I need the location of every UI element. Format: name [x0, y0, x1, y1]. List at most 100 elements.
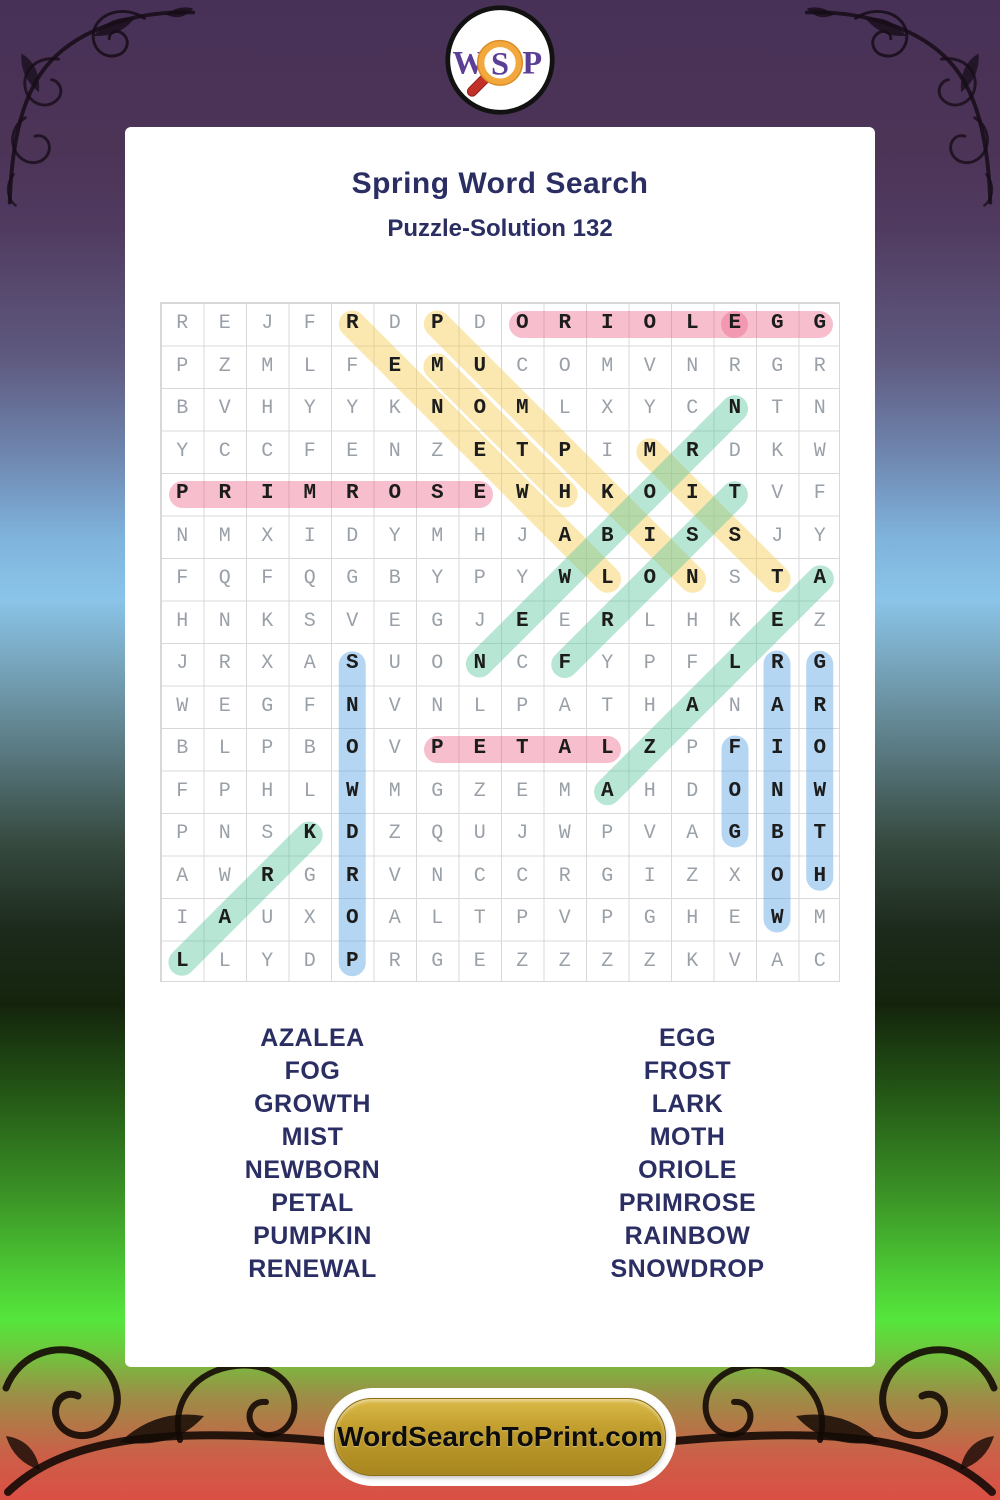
grid-cell: X	[601, 397, 614, 420]
word-list: AZALEA FOG GROWTH MIST NEWBORN PETAL PUMPKIN RE…	[125, 1022, 875, 1286]
word-list-item: MOTH	[649, 1123, 726, 1151]
grid-cell: J	[516, 524, 529, 548]
grid-cell: M	[558, 779, 571, 803]
grid-cell: N	[388, 439, 401, 463]
grid-cell: H	[813, 864, 827, 888]
grid-cell: P	[261, 737, 274, 760]
grid-cell: D	[388, 312, 401, 335]
grid-cell: R	[600, 609, 614, 633]
word-list-item: EGG	[658, 1024, 717, 1052]
grid-cell: Z	[686, 864, 699, 888]
grid-cell: E	[515, 609, 529, 633]
grid-cell: L	[218, 949, 231, 973]
grid-cell: S	[685, 524, 699, 548]
grid-cell: Z	[558, 949, 571, 973]
grid-cell: E	[558, 609, 571, 633]
grid-cell: B	[770, 822, 784, 845]
grid-cell: N	[770, 779, 784, 803]
grid-cell: P	[686, 737, 699, 760]
grid-cell: P	[175, 482, 189, 505]
grid-cell: L	[558, 397, 571, 420]
grid-cell: V	[558, 907, 571, 930]
wsp-logo[interactable]: W P S	[443, 2, 557, 118]
grid-cell: P	[601, 907, 614, 930]
grid-cell: E	[473, 482, 487, 505]
grid-cell: G	[431, 779, 444, 803]
grid-cell: Z	[643, 737, 657, 760]
grid-cell: R	[345, 312, 359, 335]
highlight-egg	[721, 310, 834, 338]
grid-cell: D	[303, 949, 316, 973]
site-button[interactable]: WordSearchToPrint.com	[334, 1398, 666, 1476]
grid-cell: C	[686, 397, 699, 420]
word-list-item: RENEWAL	[248, 1255, 377, 1283]
grid-cell: C	[473, 864, 486, 888]
word-list-item: SNOWDROP	[610, 1255, 765, 1283]
grid-cell: O	[345, 907, 359, 930]
grid-cell: Y	[261, 949, 274, 973]
grid-cell: L	[728, 652, 742, 675]
grid-cell: P	[558, 439, 572, 463]
grid-cell: S	[728, 567, 741, 590]
grid-cell: Q	[303, 567, 316, 590]
grid-cell: M	[515, 397, 529, 420]
grid-cell: R	[685, 439, 699, 463]
grid-cell: V	[771, 482, 784, 505]
grid-cell: N	[813, 397, 826, 420]
grid-cell: L	[600, 567, 614, 590]
grid-cell: Y	[346, 397, 359, 420]
grid-cell: R	[388, 949, 401, 973]
grid-cell: R	[218, 652, 231, 675]
grid-cell: Y	[388, 524, 401, 548]
grid-cell: P	[473, 567, 486, 590]
word-list-item: AZALEA	[260, 1024, 365, 1052]
grid-cell: N	[218, 609, 231, 633]
grid-cell: E	[728, 907, 741, 930]
grid-cell: T	[473, 907, 486, 930]
grid-cell: M	[261, 354, 274, 378]
grid-cell: E	[770, 609, 784, 633]
grid-cell: E	[388, 354, 402, 378]
grid-cell: M	[218, 524, 231, 548]
word-list-item: PETAL	[271, 1189, 354, 1217]
grid-cell: U	[473, 822, 486, 845]
grid-cell: C	[218, 439, 231, 463]
grid-cell: U	[473, 354, 487, 378]
grid-cell: R	[558, 312, 572, 335]
grid-cell: A	[218, 907, 232, 930]
grid-cell: I	[303, 524, 316, 548]
grid-cell: O	[770, 864, 784, 888]
word-list-item: FOG	[284, 1057, 341, 1085]
grid-cell: F	[176, 779, 189, 803]
grid-cell: S	[728, 524, 742, 548]
grid-cell: H	[686, 907, 699, 930]
grid-cell: O	[515, 312, 529, 335]
grid-cell: E	[473, 439, 487, 463]
grid-cell: K	[771, 439, 784, 463]
grid-cell: H	[261, 397, 274, 420]
grid-cell: P	[176, 354, 189, 378]
grid-cell: R	[260, 864, 274, 888]
grid-cell: A	[558, 737, 572, 760]
grid-cell: O	[643, 482, 657, 505]
grid-cell: F	[813, 482, 826, 505]
grid-cell: S	[430, 482, 444, 505]
grid-cell: V	[388, 864, 401, 888]
grid-cell: N	[686, 354, 699, 378]
grid-cell: P	[516, 694, 529, 718]
grid-cell: G	[813, 312, 827, 335]
grid-cell: A	[771, 949, 784, 973]
grid-cell: M	[388, 779, 401, 803]
word-list-item: FROST	[643, 1057, 732, 1085]
grid-cell: I	[601, 439, 614, 463]
grid-cell: Z	[813, 609, 826, 633]
grid-cell: K	[600, 482, 614, 505]
grid-cell: R	[345, 482, 359, 505]
grid-cell: B	[176, 397, 189, 420]
grid-cell: F	[303, 694, 316, 718]
grid-cell: P	[516, 907, 529, 930]
grid-cell: O	[345, 737, 359, 760]
grid-cell: A	[303, 652, 316, 675]
grid-cell: M	[431, 524, 444, 548]
word-list-item: ORIOLE	[638, 1156, 737, 1184]
